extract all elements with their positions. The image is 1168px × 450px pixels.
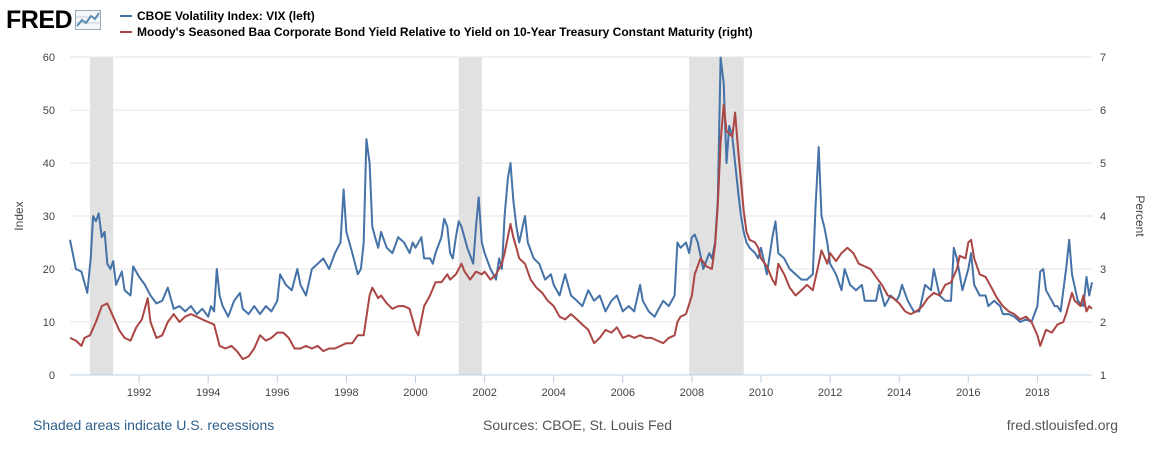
x-tick-label: 2014 xyxy=(887,387,911,399)
y-left-tick-label: 50 xyxy=(43,105,55,117)
site-link[interactable]: fred.stlouisfed.org xyxy=(1006,417,1118,433)
fred-logo-text: FRED xyxy=(6,5,73,34)
x-tick-label: 1992 xyxy=(127,387,151,399)
x-tick-label: 2018 xyxy=(1025,387,1049,399)
legend-label: Moody's Seasoned Baa Corporate Bond Yiel… xyxy=(137,25,753,39)
y-left-tick-label: 60 xyxy=(43,52,55,64)
chart-legend: CBOE Volatility Index: VIX (left) Moody's… xyxy=(120,8,753,40)
x-tick-label: 2006 xyxy=(611,387,635,399)
x-tick-label: 2012 xyxy=(818,387,842,399)
series-line-baa-spread xyxy=(69,103,1093,361)
y-left-axis-title: Index xyxy=(12,201,26,230)
legend-label: CBOE Volatility Index: VIX (left) xyxy=(137,9,315,23)
x-tick-label: 2008 xyxy=(680,387,704,399)
legend-swatch xyxy=(120,31,132,33)
sources-note: Sources: CBOE, St. Louis Fed xyxy=(483,417,673,433)
y-right-axis-title: Percent xyxy=(1133,195,1147,237)
x-tick-label: 2000 xyxy=(403,387,427,399)
x-tick-label: 2004 xyxy=(541,387,565,399)
y-right-tick-label: 5 xyxy=(1100,158,1106,170)
legend-entry: CBOE Volatility Index: VIX (left) xyxy=(120,8,753,24)
x-tick-label: 2016 xyxy=(956,387,980,399)
legend-entry: Moody's Seasoned Baa Corporate Bond Yiel… xyxy=(120,24,753,40)
x-tick-label: 1996 xyxy=(265,387,289,399)
y-left-tick-label: 10 xyxy=(43,317,55,329)
fred-logo[interactable]: FRED xyxy=(6,5,102,34)
y-left-tick-label: 40 xyxy=(43,158,55,170)
y-left-tick-label: 0 xyxy=(49,370,55,382)
y-right-tick-label: 1 xyxy=(1100,370,1106,382)
x-tick-label: 2010 xyxy=(749,387,773,399)
y-right-tick-label: 7 xyxy=(1100,52,1106,64)
y-right-tick-label: 4 xyxy=(1100,211,1106,223)
x-tick-label: 1994 xyxy=(196,387,220,399)
y-right-tick-label: 2 xyxy=(1100,317,1106,329)
x-tick-label: 2002 xyxy=(472,387,496,399)
recession-note: Shaded areas indicate U.S. recessions xyxy=(33,417,275,433)
line-chart-icon xyxy=(75,10,102,30)
legend-swatch xyxy=(120,15,132,17)
series-line-vix xyxy=(69,56,1093,323)
y-left-tick-label: 30 xyxy=(43,211,55,223)
y-left-tick-label: 20 xyxy=(43,264,55,276)
y-right-tick-label: 6 xyxy=(1100,105,1106,117)
y-right-tick-label: 3 xyxy=(1100,264,1106,276)
x-tick-label: 1998 xyxy=(334,387,358,399)
